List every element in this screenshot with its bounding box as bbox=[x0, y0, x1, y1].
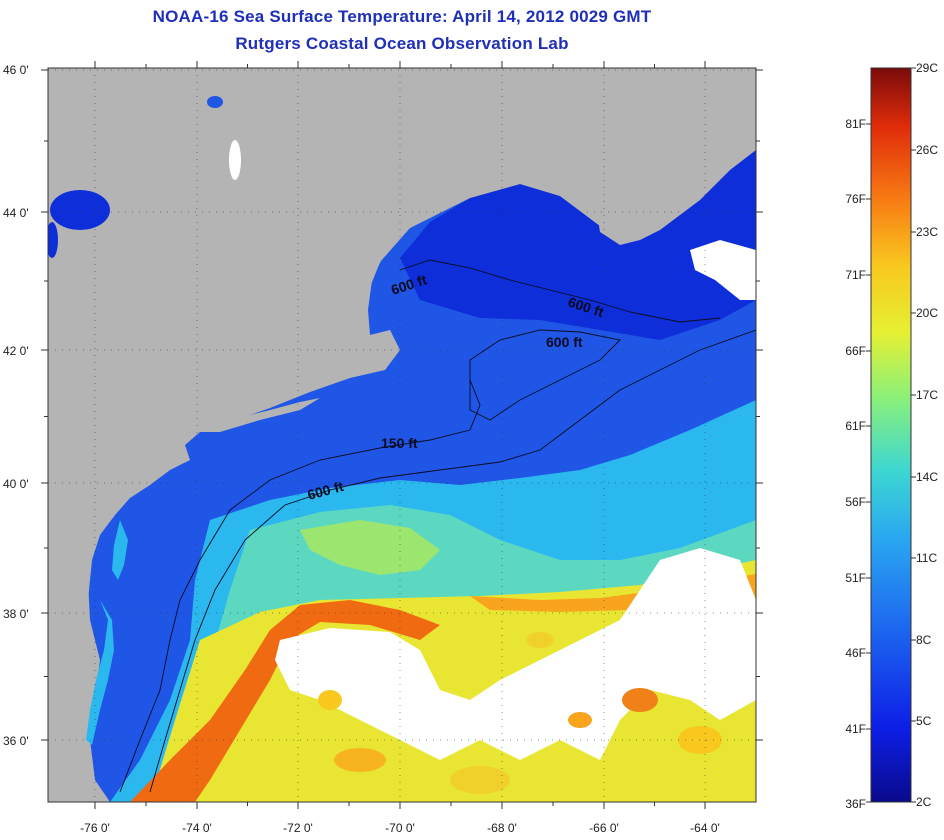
lat-label-46: 46 0' bbox=[3, 63, 29, 77]
cb-label-76f: 76F bbox=[845, 192, 866, 206]
cb-label-2c: 2C bbox=[916, 795, 932, 809]
lon-label-70: -70 0' bbox=[385, 821, 415, 835]
cb-label-5c: 5C bbox=[916, 714, 932, 728]
lon-label-74: -74 0' bbox=[182, 821, 212, 835]
cb-label-20c: 20C bbox=[916, 306, 938, 320]
lat-label-40: 40 0' bbox=[3, 477, 29, 491]
map-frame bbox=[47, 67, 757, 803]
inland-lake bbox=[207, 96, 223, 108]
green-eddy bbox=[300, 520, 440, 575]
cb-label-66f: 66F bbox=[845, 344, 866, 358]
gulf-stream bbox=[130, 600, 440, 802]
warm-patches bbox=[318, 632, 722, 794]
contour-150ft bbox=[119, 379, 481, 793]
lake-ontario-east bbox=[50, 190, 110, 230]
cb-label-17c: 17C bbox=[916, 388, 938, 402]
cb-label-71f: 71F bbox=[845, 268, 866, 282]
us-east-coast-land bbox=[48, 68, 756, 802]
cloud-mask bbox=[275, 548, 756, 760]
map-subtitle: Rutgers Coastal Ocean Observation Lab bbox=[235, 34, 569, 53]
cb-label-61f: 61F bbox=[845, 419, 866, 433]
longitude-labels: -76 0' -74 0' -72 0' -70 0' -68 0' -66 0… bbox=[80, 821, 720, 835]
colorbar-fahrenheit-labels: 81F 76F 71F 66F 61F 56F 51F 46F 41F 36F bbox=[845, 117, 866, 811]
long-island bbox=[190, 398, 320, 432]
cb-label-14c: 14C bbox=[916, 470, 938, 484]
cb-label-46f: 46F bbox=[845, 646, 866, 660]
temperature-colorbar bbox=[870, 67, 912, 803]
lon-label-68: -68 0' bbox=[487, 821, 517, 835]
chesapeake-bay bbox=[86, 600, 114, 745]
cb-label-51f: 51F bbox=[845, 571, 866, 585]
delaware-bay bbox=[112, 520, 128, 580]
cb-label-8c: 8C bbox=[916, 633, 932, 647]
cb-label-56f: 56F bbox=[845, 495, 866, 509]
map-area bbox=[48, 68, 756, 802]
cb-label-29c: 29C bbox=[916, 61, 938, 75]
cloud-mask-ne bbox=[690, 240, 756, 300]
lon-label-66: -66 0' bbox=[589, 821, 619, 835]
cb-label-26c: 26C bbox=[916, 143, 938, 157]
nova-scotia bbox=[595, 96, 756, 245]
lon-label-64: -64 0' bbox=[690, 821, 720, 835]
contour-600ft-basin bbox=[469, 329, 621, 421]
cb-label-41f: 41F bbox=[845, 722, 866, 736]
lat-label-42: 42 0' bbox=[3, 344, 29, 358]
colorbar-ticks bbox=[866, 67, 916, 803]
lon-label-76: -76 0' bbox=[80, 821, 110, 835]
depth-contours bbox=[119, 259, 756, 793]
contour-600ft-gulf bbox=[399, 259, 721, 323]
latitude-labels: 46 0' 44 0' 42 0' 40 0' 38 0' 36 0' bbox=[3, 63, 29, 748]
cb-label-23c: 23C bbox=[916, 225, 938, 239]
inland-cloud bbox=[229, 140, 241, 180]
axis-ticks bbox=[41, 61, 763, 809]
depth-label-150ft: 150 ft bbox=[381, 435, 418, 451]
lat-label-36: 36 0' bbox=[3, 734, 29, 748]
map-title: NOAA-16 Sea Surface Temperature: April 1… bbox=[152, 7, 652, 26]
lon-label-72: -72 0' bbox=[283, 821, 313, 835]
lat-label-44: 44 0' bbox=[3, 206, 29, 220]
cb-label-81f: 81F bbox=[845, 117, 866, 131]
cb-label-11c: 11C bbox=[916, 551, 937, 565]
lat-label-38: 38 0' bbox=[3, 607, 29, 621]
colorbar-celsius-labels: 29C 26C 23C 20C 17C 14C 11C 8C 5C 2C bbox=[916, 61, 938, 809]
lake-shore bbox=[48, 222, 58, 258]
cb-label-36f: 36F bbox=[845, 797, 866, 811]
depth-label-600ft-3: 600 ft bbox=[546, 334, 583, 350]
contour-600ft-shelf bbox=[149, 329, 756, 793]
